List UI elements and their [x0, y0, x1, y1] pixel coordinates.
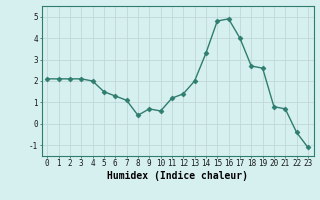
X-axis label: Humidex (Indice chaleur): Humidex (Indice chaleur) [107, 171, 248, 181]
